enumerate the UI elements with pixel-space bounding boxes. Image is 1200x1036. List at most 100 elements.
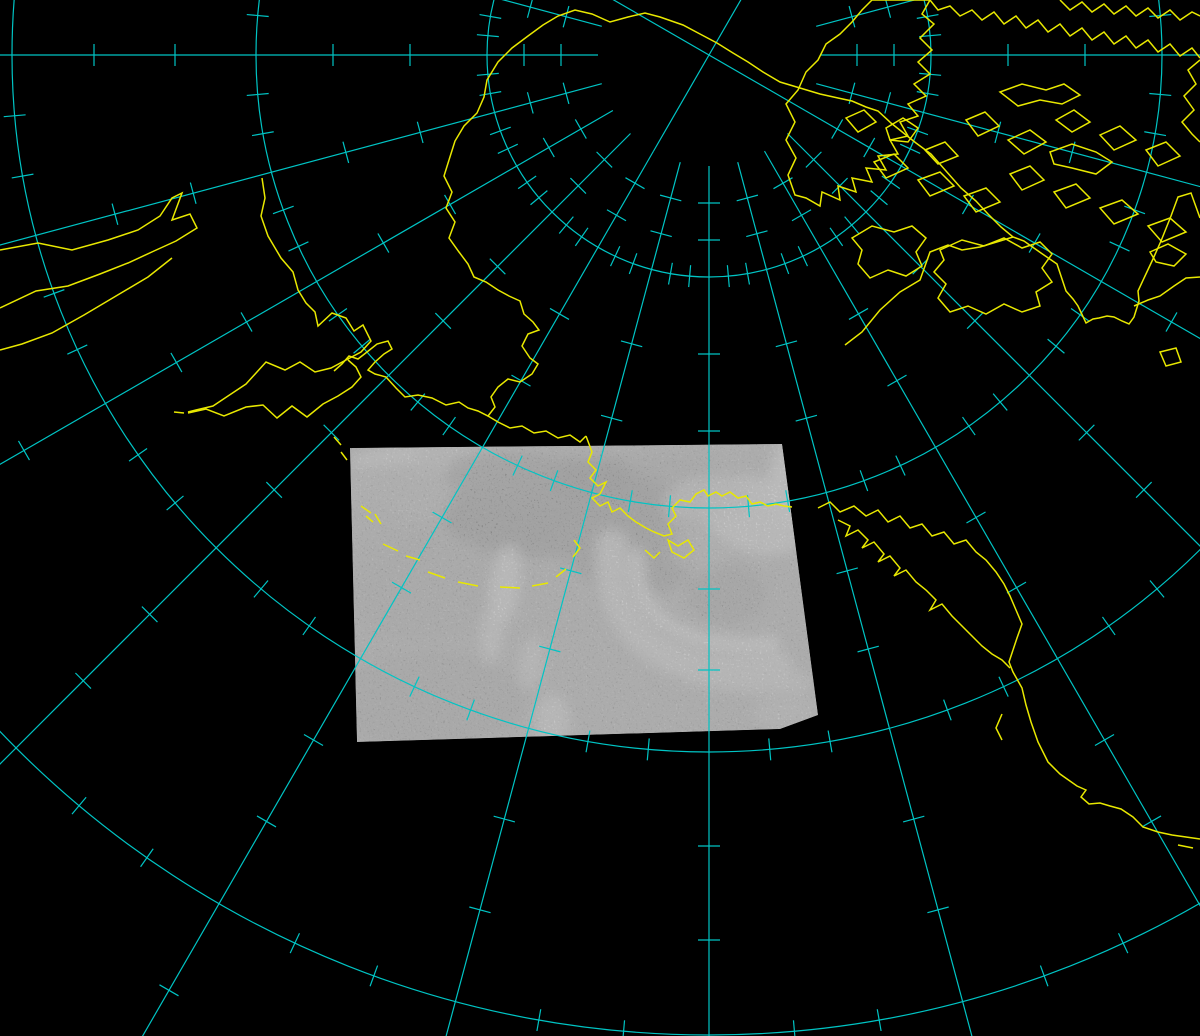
latitude-tick — [170, 352, 183, 373]
longitude-tick — [479, 91, 502, 97]
latitude-tick — [542, 137, 555, 158]
longitude-tick — [67, 344, 88, 355]
longitude-tick — [43, 289, 65, 298]
longitude-tick — [881, 175, 901, 190]
longitude-tick — [622, 1020, 626, 1036]
latitude-tick — [659, 194, 682, 202]
longitude-tick — [476, 34, 499, 38]
longitude-tick — [1149, 580, 1165, 598]
latitude-tick — [377, 233, 390, 253]
latitude-tick — [902, 815, 925, 823]
satellite-swath-image — [350, 444, 818, 742]
haida-gwaii — [995, 713, 1003, 741]
longitude-tick — [497, 143, 519, 155]
latitude-tick — [966, 312, 984, 330]
chukotka-dash — [173, 411, 185, 414]
longitude-tick — [1149, 13, 1172, 18]
kenai-chugach-coast — [817, 501, 1023, 651]
latitude-tick — [848, 5, 856, 28]
arctic-island — [844, 109, 878, 133]
latitude-tick — [1141, 815, 1162, 828]
arctic-island — [962, 187, 1002, 213]
latitude-tick — [560, 567, 582, 575]
siberia-anadyr-coast — [0, 257, 173, 351]
longitude-tick — [1070, 308, 1090, 322]
latitude-tick — [596, 151, 613, 168]
aleutian-dash — [555, 568, 567, 578]
bc-coast-dash — [1177, 844, 1194, 849]
alaska-north-coast — [448, 9, 1200, 325]
latitude-tick — [1135, 481, 1153, 499]
arctic-island — [1008, 165, 1046, 191]
greenland-coast — [929, 0, 1200, 59]
meridian-polar-segment — [652, 0, 742, 152]
longitude-tick — [479, 13, 502, 19]
longitude-tick — [962, 416, 976, 436]
longitude-tick — [899, 143, 921, 155]
latitude-tick — [574, 119, 587, 139]
aleutian-dash — [374, 513, 382, 525]
latitude-tick — [265, 481, 283, 499]
st-lawrence-island — [333, 436, 342, 446]
latitude-tick — [994, 121, 1002, 144]
arctic-island — [1098, 125, 1138, 151]
meridian-line — [0, 133, 631, 765]
siberia-north-coast — [0, 191, 198, 309]
meridian-line — [763, 150, 1200, 907]
longitude-tick — [609, 245, 621, 267]
meridian-line — [141, 150, 655, 1036]
arctic-island — [1006, 129, 1048, 155]
latitude-tick — [927, 906, 949, 914]
longitude-tick — [1109, 241, 1130, 252]
longitude-tick — [1149, 92, 1172, 97]
longitude-tick — [895, 455, 906, 476]
longitude-tick — [585, 730, 591, 753]
longitude-tick — [627, 490, 633, 513]
longitude-tick — [409, 676, 420, 697]
meridian-line — [787, 133, 1200, 547]
aleutian-dash — [405, 555, 421, 561]
longitude-tick — [943, 699, 952, 721]
latitude-tick — [303, 734, 324, 747]
longitude-tick — [745, 262, 751, 285]
longitude-tick — [768, 738, 772, 761]
longitude-tick — [272, 205, 294, 215]
latitude-tick — [141, 606, 158, 623]
meridian-line — [816, 83, 1200, 188]
longitude-tick — [870, 190, 888, 206]
latitude-tick — [836, 567, 858, 575]
yukon-delta-coast — [487, 415, 587, 443]
latitude-tick — [526, 92, 534, 114]
longitude-tick — [466, 699, 475, 721]
longitude-tick — [916, 13, 939, 19]
latitude-tick — [775, 340, 798, 348]
longitude-tick — [536, 1009, 542, 1032]
aleutian-dash — [531, 582, 549, 587]
latitude-tick — [240, 312, 253, 332]
latitude-tick — [966, 511, 986, 524]
swath-speckle-dark — [350, 444, 818, 742]
longitude-tick — [558, 216, 574, 234]
latitude-tick — [1078, 424, 1095, 441]
latitude-tick — [323, 424, 340, 441]
latitude-tick — [416, 121, 424, 144]
longitude-tick — [512, 455, 523, 476]
boothia-coast — [1133, 276, 1200, 307]
longitude-tick — [71, 796, 87, 815]
longitude-tick — [919, 34, 942, 38]
longitude-tick — [517, 175, 537, 190]
kodiak-islets — [644, 549, 661, 560]
latitude-tick — [863, 137, 876, 158]
swath-clip-group — [350, 444, 818, 742]
latitude-tick — [111, 203, 119, 225]
latitude-tick — [562, 82, 570, 105]
latitude-tick — [887, 374, 907, 387]
meridian-line — [0, 109, 614, 466]
latitude-tick — [489, 258, 506, 275]
latitude-tick — [1028, 233, 1041, 253]
latitude-tick — [650, 230, 672, 238]
latitude-tick — [795, 414, 818, 422]
arctic-island — [1052, 183, 1092, 209]
